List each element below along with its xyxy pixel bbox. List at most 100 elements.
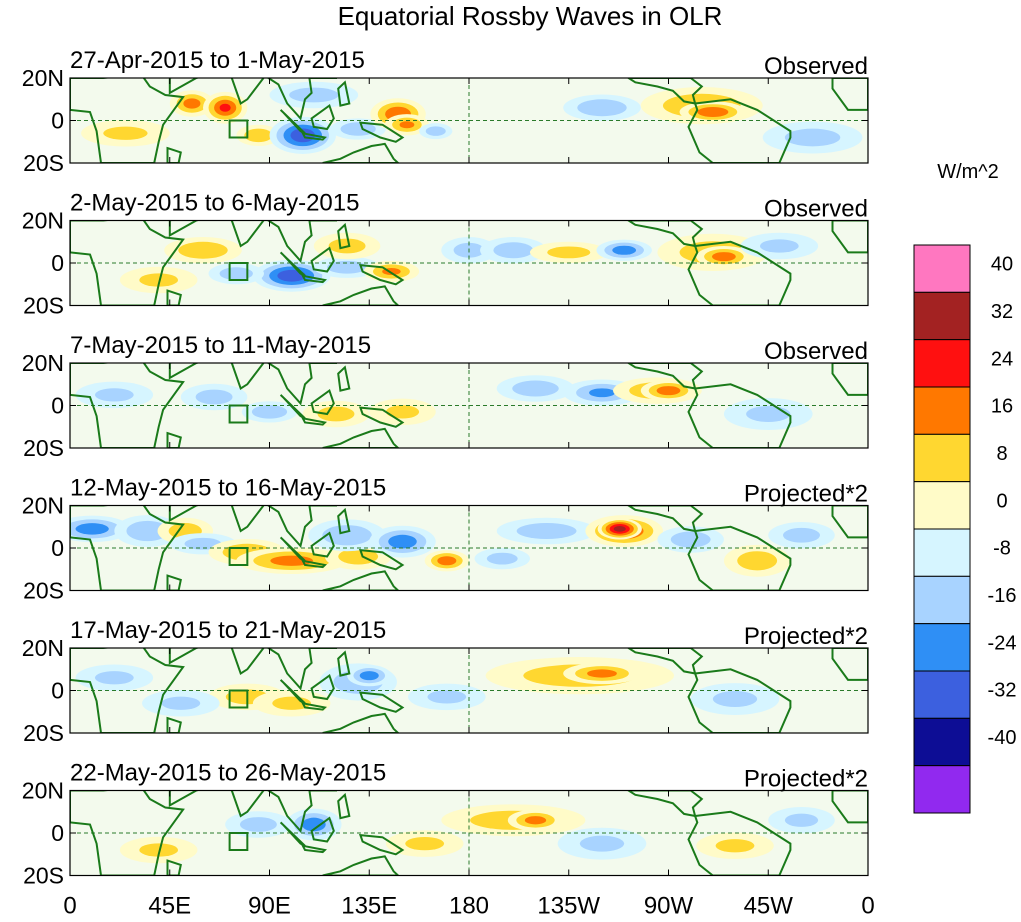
colorbar-swatch xyxy=(913,291,971,341)
panel-period: 7-May-2015 to 11-May-2015 xyxy=(70,332,371,359)
coastline xyxy=(687,525,792,591)
colorbar-tick-label: -40 xyxy=(988,727,1017,749)
anomaly-contour xyxy=(399,121,415,129)
anomaly-contour xyxy=(425,126,446,136)
panel-label: Projected*2 xyxy=(744,766,868,793)
colorbar-swatch xyxy=(913,717,971,767)
anomaly-contour xyxy=(512,380,559,397)
coastline xyxy=(168,505,337,548)
coastline xyxy=(168,648,337,691)
x-tick-label: 180 xyxy=(449,893,489,920)
coastline xyxy=(358,263,405,286)
coastline xyxy=(322,712,400,733)
colorbar-swatch xyxy=(913,575,971,625)
anomaly-contour xyxy=(493,242,534,259)
colorbar-tick-label: -8 xyxy=(993,538,1011,560)
region-box xyxy=(228,832,249,851)
colorbar: W/m^2 40 32 24 16 8 0 -8 -16 -24 -32 -40 xyxy=(913,161,1017,814)
colorbar-tick-label: 24 xyxy=(991,348,1013,370)
x-tick-label: 45W xyxy=(744,893,794,920)
anomaly-contour xyxy=(784,128,841,147)
coastline xyxy=(300,416,327,426)
anomaly-contour xyxy=(327,260,368,274)
anomaly-contour xyxy=(712,252,736,262)
coastline xyxy=(831,78,868,111)
coastline xyxy=(279,109,306,135)
y-tick-label: 0 xyxy=(51,393,64,419)
anomaly-contour xyxy=(289,87,339,103)
coastline xyxy=(831,363,868,396)
anomaly-contour xyxy=(715,839,755,853)
coastline xyxy=(166,289,182,306)
anomaly-contour xyxy=(712,691,758,707)
coastline xyxy=(687,810,792,876)
anomaly-contour xyxy=(587,669,617,678)
x-tick-label: 0 xyxy=(861,893,874,920)
coastline xyxy=(358,406,405,428)
colorbar-tick-label: 40 xyxy=(991,254,1013,276)
x-tick-label: 135E xyxy=(341,893,397,920)
coastline xyxy=(166,146,182,163)
coastline xyxy=(279,536,306,562)
coastline xyxy=(358,691,405,713)
y-tick-label: 20N xyxy=(22,350,64,376)
coastline xyxy=(300,131,327,141)
anomaly-contour xyxy=(697,107,729,117)
coastline xyxy=(168,78,337,121)
coastline xyxy=(279,394,306,420)
coastline xyxy=(322,570,400,591)
anomaly-contour xyxy=(161,696,201,710)
coastline xyxy=(310,389,335,416)
colorbar-tick-label: 8 xyxy=(996,443,1007,465)
coastline xyxy=(687,240,792,306)
coastline xyxy=(322,427,400,448)
coastline xyxy=(168,220,337,263)
region-box xyxy=(228,404,249,424)
coastline xyxy=(310,104,335,131)
coastline xyxy=(322,285,400,306)
panel-4: 20N 0 20S 12-May-2015 to 16-May-2015 Project… xyxy=(22,475,869,604)
coastlines xyxy=(70,790,868,876)
colorbar-tick-label: 0 xyxy=(996,490,1007,512)
anomaly-contour xyxy=(322,525,372,546)
region-box xyxy=(228,689,249,709)
x-tick-label: 135W xyxy=(537,893,600,920)
anomaly-contour xyxy=(579,835,625,852)
x-tick-label: 0 xyxy=(63,893,76,920)
x-axis: 0 45E 90E 135E 180 135W 90W 45W 0 xyxy=(63,893,874,920)
anomaly-contour xyxy=(656,386,681,396)
colorbar-swatch xyxy=(913,386,971,435)
panel-6: 20N 0 20S 22-May-2015 to 26-May-2015 Project… xyxy=(22,760,869,889)
y-tick-label: 20S xyxy=(23,720,64,746)
anomaly-contour xyxy=(103,126,148,140)
colorbar-unit: W/m^2 xyxy=(937,161,999,183)
y-tick-label: 0 xyxy=(51,535,64,561)
anomaly-contour xyxy=(612,245,637,255)
colorbar-swatch xyxy=(913,623,971,672)
anomaly-contour xyxy=(94,388,134,402)
coastline xyxy=(358,548,405,571)
panel-label: Observed xyxy=(764,196,868,223)
coastline xyxy=(166,574,182,591)
anomaly-contour xyxy=(244,128,273,143)
coastline xyxy=(687,98,792,163)
y-tick-label: 20N xyxy=(22,635,64,661)
anomaly-contour xyxy=(301,817,326,832)
coastline xyxy=(310,246,335,273)
coastline xyxy=(626,505,704,533)
panel-2: 20N 0 20S 2-May-2015 to 6-May-2015 Observed xyxy=(22,190,869,319)
coastline xyxy=(831,220,868,254)
anomaly-contour xyxy=(195,389,233,405)
coastline xyxy=(337,222,351,250)
anomaly-contour xyxy=(178,241,228,259)
coastline xyxy=(310,531,335,558)
colorbar-tick-label: 16 xyxy=(991,396,1013,418)
colorbar-swatch xyxy=(913,670,971,719)
coastline xyxy=(687,668,792,733)
y-tick-label: 20N xyxy=(22,65,64,91)
panel-label: Projected*2 xyxy=(744,481,868,508)
panel-label: Observed xyxy=(764,53,868,80)
anomaly-contour xyxy=(94,671,134,685)
coastline xyxy=(626,220,704,248)
